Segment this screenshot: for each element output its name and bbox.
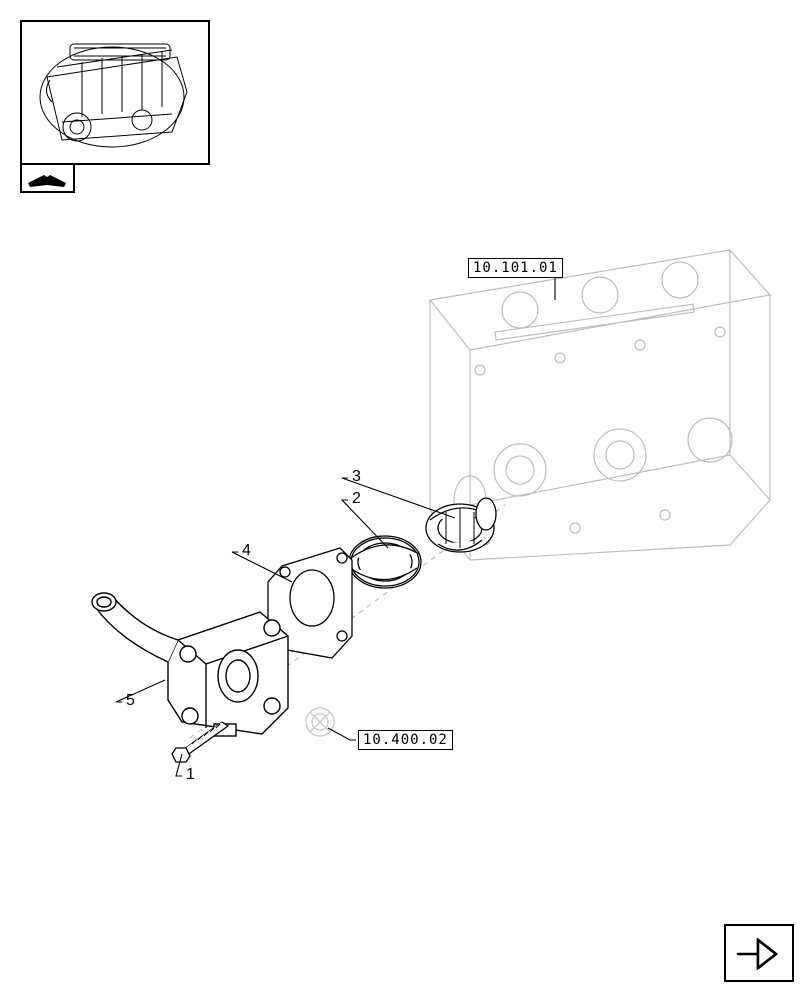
- ref-port[interactable]: 10.400.02: [358, 730, 453, 750]
- arrow-right-icon: [726, 926, 792, 980]
- part-housing: [92, 593, 288, 736]
- callout-1: 1: [186, 766, 195, 784]
- part-thermostat: [426, 498, 496, 552]
- part-bolt: [172, 722, 228, 762]
- part-seal-ring: [349, 536, 421, 588]
- callout-2: 2: [352, 490, 361, 508]
- engine-thumbnail-frame: [20, 20, 210, 165]
- callout-4: 4: [242, 542, 251, 560]
- manual-icon-tab: [20, 165, 75, 193]
- engine-thumbnail-drawing: [22, 22, 208, 163]
- open-book-icon: [22, 165, 73, 189]
- next-page-button[interactable]: [724, 924, 794, 982]
- callout-5: 5: [126, 692, 135, 710]
- ref-engine-block[interactable]: 10.101.01: [468, 258, 563, 278]
- part-gasket: [268, 548, 352, 658]
- callout-3: 3: [352, 468, 361, 486]
- leader-lines: [116, 270, 560, 776]
- port-ghost: [306, 708, 334, 736]
- engine-block-ghost: [190, 250, 770, 738]
